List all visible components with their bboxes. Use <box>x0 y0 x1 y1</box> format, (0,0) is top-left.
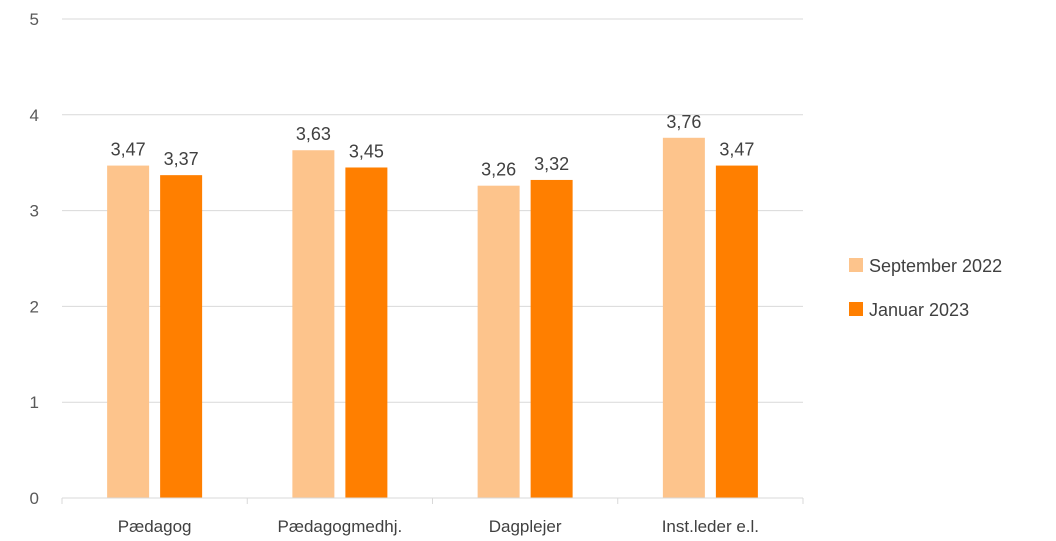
x-tick-label: Pædagog <box>118 517 192 536</box>
legend: September 2022 Januar 2023 <box>849 256 1002 320</box>
y-tick-label: 3 <box>30 202 39 221</box>
x-axis: Pædagog Pædagogmedhj. Dagplejer Inst.leder … <box>61 497 804 536</box>
data-label: 3,76 <box>666 112 701 132</box>
bar <box>662 137 705 499</box>
legend-label: September 2022 <box>869 256 1002 276</box>
bars <box>107 137 758 499</box>
data-labels: 3,47 3,37 3,63 3,45 3,26 3,32 3,76 3,47 <box>111 112 755 180</box>
data-label: 3,26 <box>481 160 516 180</box>
data-label: 3,47 <box>719 140 754 160</box>
legend-label: Januar 2023 <box>869 300 969 320</box>
data-label: 3,37 <box>164 149 199 169</box>
data-label: 3,45 <box>349 141 384 161</box>
bar <box>477 185 520 498</box>
y-tick-label: 1 <box>30 393 39 412</box>
bar <box>292 150 335 498</box>
x-tick-label: Inst.leder e.l. <box>662 517 759 536</box>
bar <box>345 167 388 499</box>
y-tick-label: 4 <box>30 106 39 125</box>
bar <box>715 165 758 498</box>
data-label: 3,32 <box>534 154 569 174</box>
data-label: 3,47 <box>111 140 146 160</box>
legend-swatch <box>849 258 863 272</box>
x-tick-label: Pædagogmedhj. <box>277 517 402 536</box>
y-tick-label: 2 <box>30 297 39 316</box>
data-label: 3,63 <box>296 124 331 144</box>
bar <box>107 165 150 498</box>
y-tick-label: 5 <box>30 10 39 29</box>
y-tick-label: 0 <box>30 489 39 508</box>
bar <box>160 175 203 499</box>
bar <box>530 179 573 498</box>
x-tick-label: Dagplejer <box>489 517 562 536</box>
y-axis: 0 1 2 3 4 5 <box>30 10 39 508</box>
legend-swatch <box>849 302 863 316</box>
